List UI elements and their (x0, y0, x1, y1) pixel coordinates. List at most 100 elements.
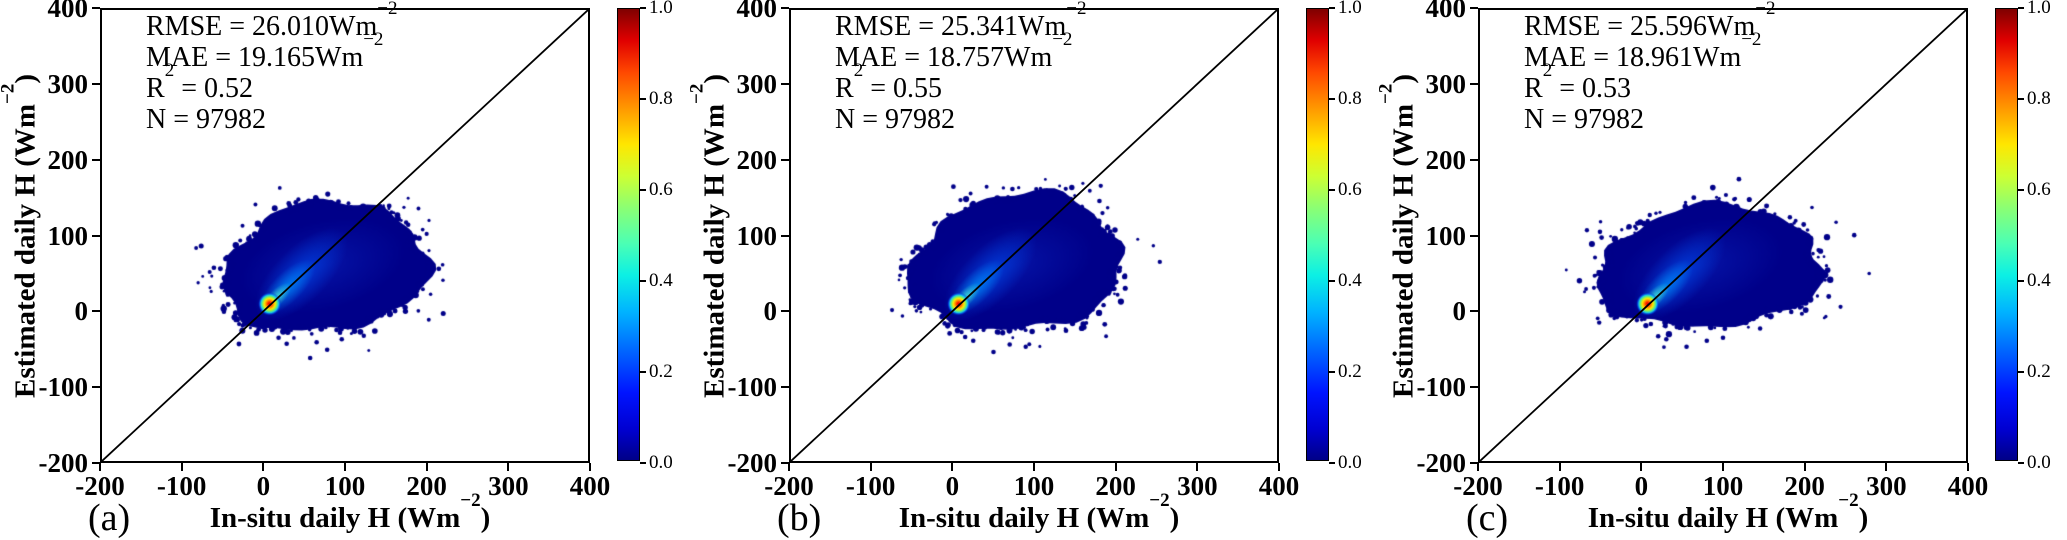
colorbar-tick-label: 0.4 (2027, 270, 2051, 291)
x-tick-mark (869, 463, 872, 471)
y-tick-label: 100 (1425, 220, 1467, 251)
colorbar-tick-label: 0.8 (1338, 88, 1362, 109)
r2-text: R2 = 0.53 (1524, 60, 1631, 104)
rmse-text: RMSE = 26.010Wm−2 (146, 0, 398, 42)
y-tick-label: -100 (727, 372, 778, 403)
plot-area: RMSE = 25.341Wm−2 MAE = 18.757Wm−2 R2 = … (789, 0, 1279, 463)
rmse-text: RMSE = 25.596Wm−2 (1524, 0, 1776, 42)
x-tick-mark (1278, 463, 1280, 471)
x-axis-label: In-situ daily H (Wm−2) (1587, 489, 1869, 534)
colorbar-tick-label: 0.6 (2027, 179, 2051, 200)
y-tick-label: 0 (74, 296, 89, 327)
y-tick-label: 0 (763, 296, 778, 327)
colorbar-tick-mark (1329, 371, 1335, 373)
y-tick-label: 200 (47, 144, 89, 175)
rmse-text: RMSE = 25.341Wm−2 (835, 0, 1087, 42)
r2-text: R2 = 0.52 (146, 60, 253, 104)
x-tick-label: 400 (569, 471, 611, 501)
colorbar (1306, 8, 1329, 461)
colorbar-tick-label: 0.2 (2027, 361, 2051, 382)
x-tick-label: -100 (156, 471, 207, 501)
y-tick-mark (781, 82, 789, 85)
colorbar-tick-mark (2018, 98, 2024, 100)
y-tick-label: 400 (1425, 0, 1467, 23)
colorbar-tick-mark (640, 371, 646, 373)
stats-annotation: RMSE = 25.341Wm−2 MAE = 18.757Wm−2 R2 = … (835, 0, 1087, 135)
plot-area: RMSE = 25.596Wm−2 MAE = 18.961Wm−2 R2 = … (1478, 0, 1968, 463)
y-tick-mark (1470, 82, 1478, 85)
y-tick-mark (92, 234, 100, 237)
x-tick-mark (425, 463, 428, 471)
x-tick-mark (344, 463, 346, 471)
y-tick-mark (1470, 386, 1478, 389)
x-tick-label: 300 (1177, 471, 1218, 501)
colorbar-tick-label: 0.2 (649, 361, 673, 382)
y-tick-label: -200 (1416, 448, 1467, 478)
y-tick-mark (92, 82, 100, 85)
colorbar-tick-mark (2018, 371, 2024, 373)
one-to-one-line (791, 10, 1277, 461)
x-tick-mark (1477, 463, 1479, 471)
panel-b: RMSE = 25.341Wm−2 MAE = 18.757Wm−2 R2 = … (686, 0, 1378, 540)
colorbar-tick-mark (2018, 280, 2024, 282)
colorbar-tick-mark (1329, 280, 1335, 282)
y-axis-label: Estimated daily H (Wm−2) (1375, 73, 1420, 399)
x-tick-label: 100 (1013, 471, 1055, 501)
y-tick-mark (92, 158, 100, 161)
x-tick-label: -100 (845, 471, 896, 501)
y-tick-label: 300 (736, 68, 778, 99)
panel-label: (a) (88, 497, 131, 539)
x-axis-label: In-situ daily H (Wm−2) (209, 489, 491, 534)
y-tick-label: 0 (1452, 296, 1467, 327)
colorbar-tick-label: 0.0 (2027, 452, 2051, 473)
x-tick-mark (1722, 463, 1724, 471)
colorbar-tick-mark (1329, 98, 1335, 100)
y-tick-mark (1470, 310, 1478, 313)
x-tick-label: 0 (1634, 471, 1649, 501)
one-to-one-line (102, 10, 588, 461)
x-tick-label: 200 (1095, 471, 1136, 501)
x-tick-label: 300 (488, 471, 529, 501)
mae-text: MAE = 18.961Wm−2 (1524, 29, 1762, 73)
colorbar-tick-mark (1329, 7, 1335, 9)
y-tick-mark (92, 7, 100, 9)
colorbar-tick-mark (640, 98, 646, 100)
panel-c: RMSE = 25.596Wm−2 MAE = 18.961Wm−2 R2 = … (1375, 0, 2067, 540)
y-tick-label: 300 (47, 68, 89, 99)
x-tick-label: -200 (764, 471, 814, 501)
x-tick-label: 100 (1702, 471, 1744, 501)
y-tick-label: 400 (736, 0, 778, 23)
colorbar (1995, 8, 2018, 461)
x-tick-mark (262, 463, 265, 471)
colorbar-tick-label: 0.8 (649, 88, 673, 109)
y-tick-mark (781, 462, 789, 464)
colorbar-tick-mark (2018, 462, 2024, 464)
x-tick-mark (1885, 463, 1888, 471)
x-tick-label: -200 (1453, 471, 1503, 501)
y-tick-label: -200 (727, 448, 778, 478)
x-tick-label: 400 (1258, 471, 1300, 501)
colorbar-tick-label: 1.0 (2027, 0, 2051, 18)
x-tick-label: -200 (75, 471, 125, 501)
r2-text: R2 = 0.55 (835, 60, 942, 104)
x-axis-label: In-situ daily H (Wm−2) (898, 489, 1180, 534)
x-tick-label: 200 (1784, 471, 1825, 501)
x-tick-label: -100 (1534, 471, 1585, 501)
colorbar-tick-mark (640, 189, 646, 191)
x-tick-mark (589, 463, 591, 471)
colorbar-tick-label: 0.2 (1338, 361, 1362, 382)
colorbar-tick-label: 1.0 (1338, 0, 1362, 18)
stats-annotation: RMSE = 26.010Wm−2 MAE = 19.165Wm−2 R2 = … (146, 0, 398, 135)
y-tick-mark (781, 310, 789, 313)
x-tick-mark (951, 463, 954, 471)
colorbar-tick-label: 0.4 (649, 270, 673, 291)
n-text: N = 97982 (1524, 104, 1645, 135)
colorbar-tick-label: 0.4 (1338, 270, 1362, 291)
x-tick-mark (788, 463, 790, 471)
y-tick-label: 100 (47, 220, 89, 251)
x-tick-label: 100 (324, 471, 366, 501)
colorbar-tick-label: 0.0 (649, 452, 673, 473)
x-tick-mark (180, 463, 183, 471)
y-tick-mark (1470, 158, 1478, 161)
y-tick-mark (1470, 462, 1478, 464)
